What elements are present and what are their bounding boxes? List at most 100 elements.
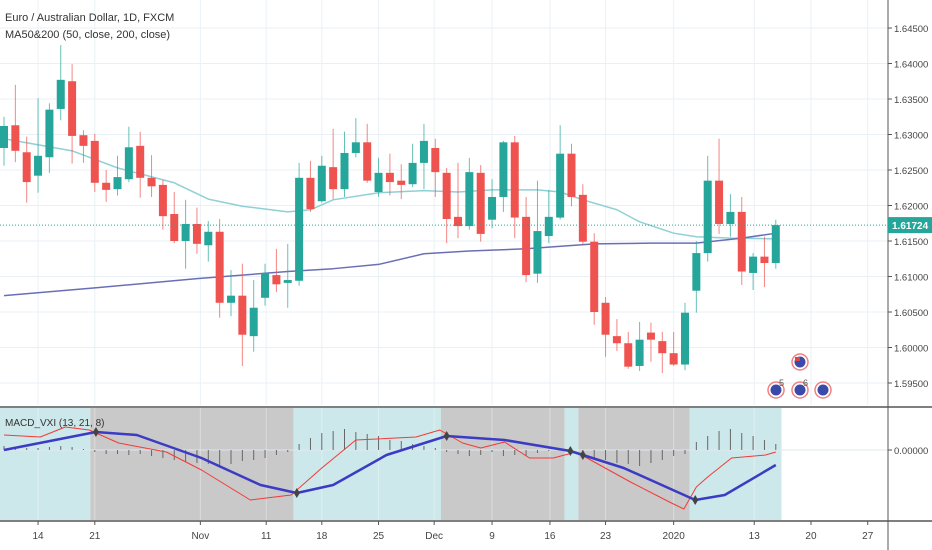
candle [56,45,65,121]
candle [351,118,360,158]
candle-body [499,142,508,197]
candle-body [340,152,349,190]
macd-cross-marker [579,449,586,460]
candle [0,116,8,166]
flag-disc [770,384,782,396]
candle [612,319,621,352]
candle-body [45,109,54,158]
candle [113,155,122,196]
candle [90,133,99,193]
y-tick-label: 1.64500 [894,24,928,35]
candle [385,153,394,196]
candle-body [68,81,77,136]
candle-body [737,211,746,272]
candle-body [454,216,462,227]
x-tick-label: 13 [749,531,761,542]
candle-body [136,145,145,178]
candle-body [34,155,43,176]
event-count: 6 [803,378,808,388]
candle [601,297,610,357]
candle [669,331,678,366]
study-legend-ma[interactable]: MA50&200 (50, close, 200, close) [5,29,171,41]
macd-line [3,430,777,502]
candle-body [204,231,213,246]
flag-disc [794,384,806,396]
macd-cross-marker [443,431,450,441]
candle [170,192,179,244]
candle-body [726,211,735,224]
candle [124,126,133,183]
candle [181,199,190,269]
candle [317,155,326,203]
candle-body [11,125,20,151]
candle-body [56,79,65,109]
candle [363,123,372,183]
x-tick-label: 11 [261,531,272,542]
candle [215,218,224,318]
candle-body [635,339,644,366]
ma200-line [3,232,776,297]
x-tick-label: 18 [316,531,328,542]
candle-body [249,307,258,337]
candle-body [102,182,111,190]
candle-body [465,172,474,227]
candle-body [113,177,122,190]
candle [771,219,780,269]
candle-body [703,180,712,254]
candle [760,236,769,288]
candle-body [612,336,621,344]
macd-signal-line [3,426,776,510]
candle-body [510,142,519,218]
last-price-label: 1.61724 [892,221,929,232]
candle [692,241,701,313]
x-tick-label: 25 [373,531,385,542]
candle [204,221,213,262]
candle [102,170,111,202]
candle-body [522,216,531,276]
eu-flag-icon[interactable] [814,381,832,399]
y-tick-label: 1.61500 [894,237,928,248]
candle-body [556,153,565,218]
candle-body [158,184,167,217]
y-tick-label: 1.61000 [894,273,928,284]
macd-cross-marker [92,427,99,437]
candle [465,157,474,230]
candle [238,263,247,366]
macd-cross-marker [692,495,699,505]
candle [419,123,428,190]
candle-body [215,231,224,303]
candle-body [0,125,8,148]
candle-body [385,172,394,183]
candle [397,164,406,200]
candle-body [442,172,451,219]
x-tick-label: 9 [489,531,495,542]
x-tick-label: 20 [805,531,817,542]
candle-body [124,147,133,180]
x-tick-label: 23 [600,531,612,542]
macd-region-bear [440,408,565,520]
y-tick-label: 1.64000 [894,60,928,71]
candle-body [329,167,338,190]
y-tick-label: 1.60500 [894,308,928,319]
au-flag-icon[interactable] [791,353,809,371]
eu-flag-icon[interactable]: 5 [767,378,785,399]
candle [295,162,304,286]
candle [476,165,485,242]
candle-body [261,272,270,298]
y-tick-label: 1.60000 [894,344,928,355]
candle-body [646,332,655,340]
candle-body [669,353,678,365]
x-tick-label: 21 [89,531,101,542]
candle [533,180,542,283]
candle-body [317,165,326,202]
candle-body [590,241,599,312]
candle [136,131,145,198]
eu-flag-icon[interactable]: 6 [791,378,809,399]
candle-body [295,177,304,281]
candle-body [681,312,689,365]
study-legend-macd[interactable]: MACD_VXI (13, 21, 8) [5,418,105,429]
y-tick-label: 1.62500 [894,166,928,177]
candle [646,322,655,362]
candle [340,131,349,197]
